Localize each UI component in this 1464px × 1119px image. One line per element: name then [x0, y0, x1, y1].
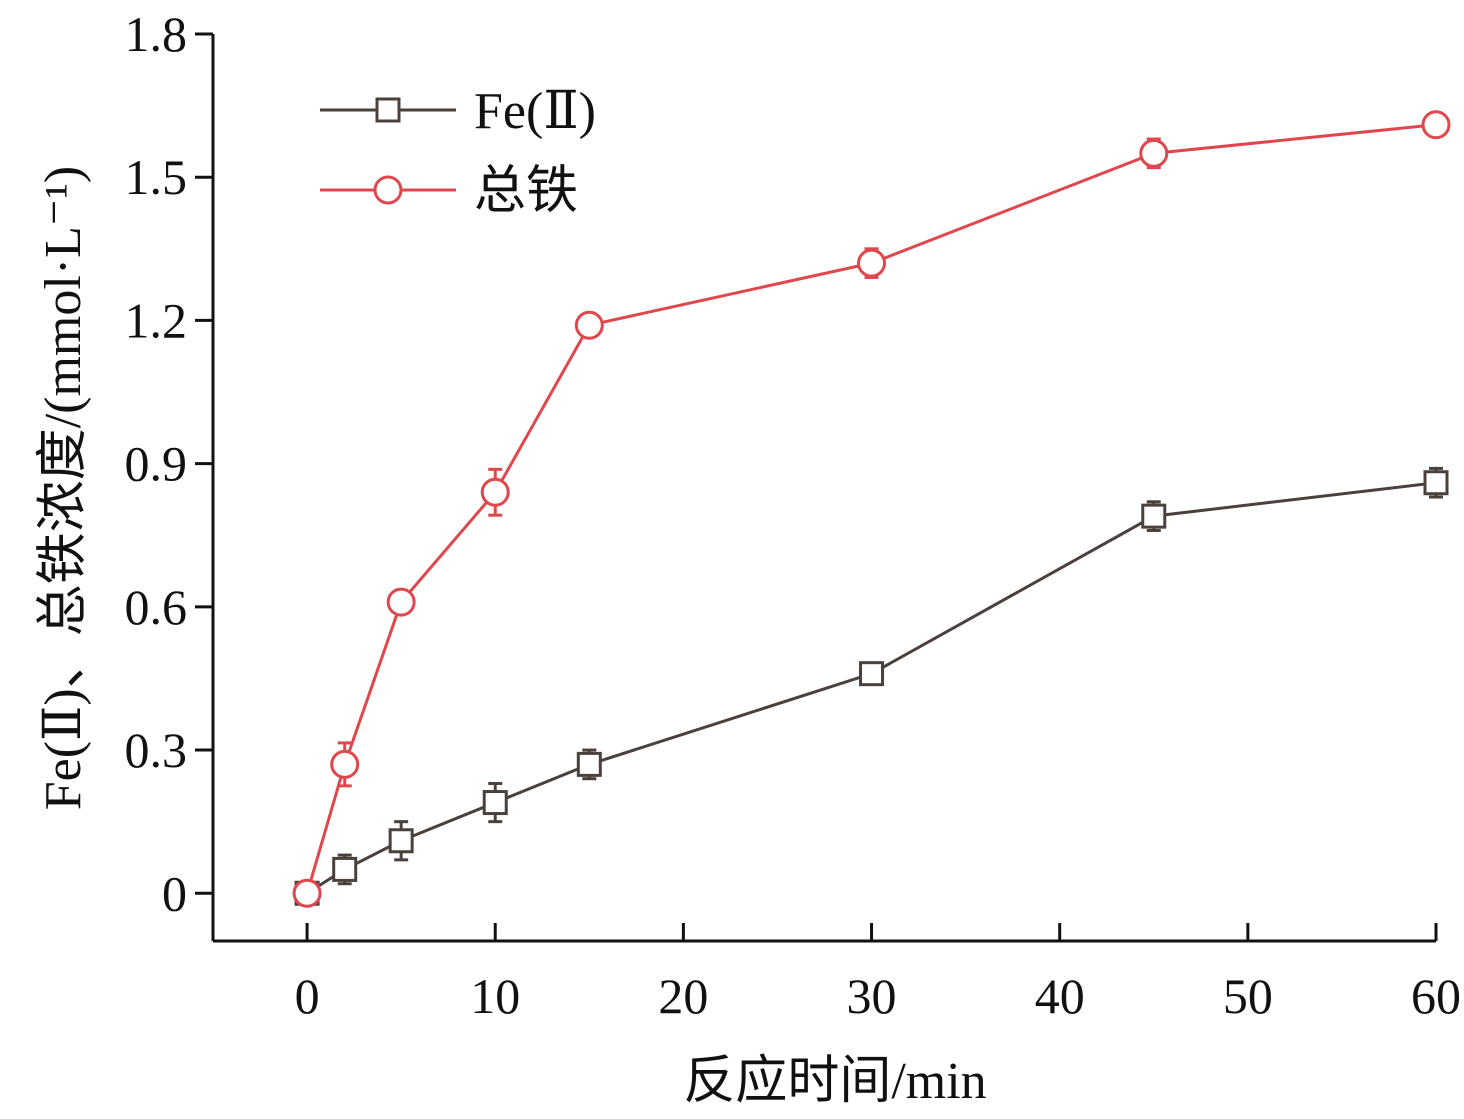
- legend: Fe(Ⅱ) 总铁: [320, 83, 596, 220]
- data-point: [1141, 503, 1167, 529]
- y-ticks: 0 0.3 0.6 0.9 1.2 1.5 1.8: [125, 6, 213, 921]
- y-tick-label: 1.8: [125, 6, 188, 62]
- data-point: [1139, 138, 1169, 168]
- x-tick-label: 60: [1411, 968, 1461, 1024]
- y-tick-label: 1.2: [125, 292, 188, 348]
- data-point: [332, 856, 358, 882]
- data-point: [859, 661, 885, 687]
- x-axis-title: 反应时间/min: [683, 1053, 986, 1110]
- y-tick-label: 0.3: [125, 722, 188, 778]
- data-point: [330, 749, 360, 779]
- axes: [211, 34, 1436, 943]
- x-tick-label: 40: [1035, 968, 1085, 1024]
- x-tick-label: 50: [1223, 968, 1273, 1024]
- data-point: [574, 310, 604, 340]
- y-axis-title: Fe(Ⅱ)、总铁浓度/(mmol·L⁻¹): [35, 166, 92, 811]
- y-tick-label: 0.9: [125, 436, 188, 492]
- data-point: [576, 751, 602, 777]
- series-total-iron: [292, 110, 1451, 908]
- legend-marker: [373, 175, 403, 205]
- series-line: [306, 481, 1437, 895]
- y-tick-label: 1.5: [125, 149, 188, 205]
- x-ticks: 0 10 20 30 40 50 60: [295, 923, 1461, 1024]
- y-tick-label: 0.6: [125, 579, 188, 635]
- series-line: [305, 123, 1437, 894]
- x-tick-label: 20: [658, 968, 708, 1024]
- series-layer: [292, 110, 1451, 908]
- y-tick-label: 0: [162, 865, 187, 921]
- data-point: [292, 878, 322, 908]
- x-tick-label: 0: [295, 968, 320, 1024]
- data-point: [480, 477, 510, 507]
- data-point: [857, 248, 887, 278]
- legend-label: 总铁: [474, 163, 578, 220]
- data-point: [482, 790, 508, 816]
- series-fe-ii: [294, 466, 1449, 906]
- legend-marker: [375, 97, 401, 123]
- data-point: [1421, 110, 1451, 140]
- data-point: [388, 828, 414, 854]
- x-tick-label: 10: [470, 968, 520, 1024]
- data-point: [386, 587, 416, 617]
- x-tick-label: 30: [847, 968, 897, 1024]
- legend-label: Fe(Ⅱ): [474, 83, 596, 140]
- data-point: [1423, 470, 1449, 496]
